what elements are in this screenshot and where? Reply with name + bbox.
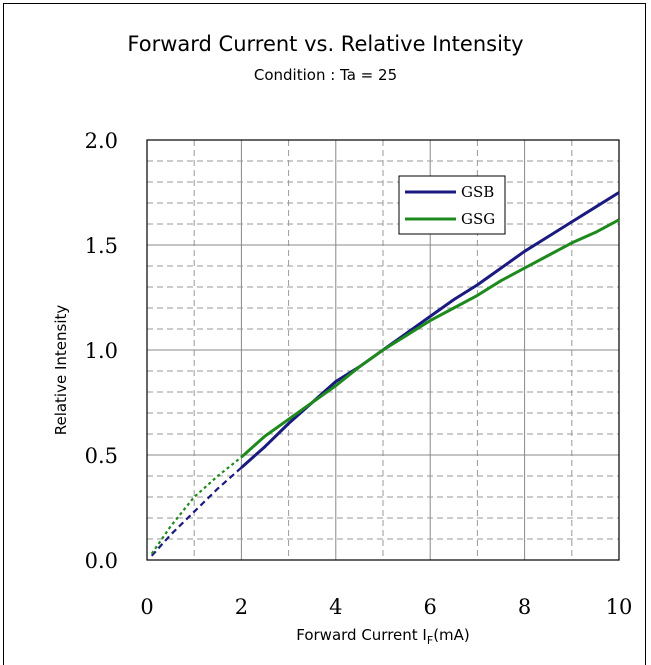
plot-area [146,139,620,561]
x-tick-label: 0 [140,595,153,619]
legend-label: GSB [461,183,494,201]
y-tick-label: 0.0 [85,549,118,573]
tick-labels: 0 2 4 6 8 10 0.0 0.5 1.0 1.5 2.0 [85,129,633,619]
series-layer [150,191,620,557]
legend-box [398,175,506,235]
chart-subtitle: Condition : Ta = 25 [253,66,398,84]
x-axis-label-unit: (mA) [433,626,470,644]
x-tick-label: 4 [329,595,342,619]
y-tick-label: 1.5 [85,234,118,258]
series-gsg-line [240,218,620,459]
x-tick-label: 2 [235,595,248,619]
x-axis-label-subscript: F [427,634,433,647]
x-tick-label: 6 [424,595,437,619]
chart-title: Forward Current vs. Relative Intensity [127,32,524,56]
legend: GSB GSG [398,175,506,235]
x-tick-label: 10 [606,595,633,619]
x-axis-label: Forward Current IF(mA) [296,626,470,647]
legend-label: GSG [461,210,495,228]
y-axis-label: Relative Intensity [52,305,70,436]
y-tick-label: 2.0 [85,129,118,153]
y-tick-label: 0.5 [85,444,118,468]
x-axis-label-main: Forward Current I [296,626,427,644]
y-tick-label: 1.0 [85,339,118,363]
series-gsb-extrapolated [150,466,243,557]
x-tick-label: 8 [518,595,531,619]
chart-frame [3,3,646,665]
